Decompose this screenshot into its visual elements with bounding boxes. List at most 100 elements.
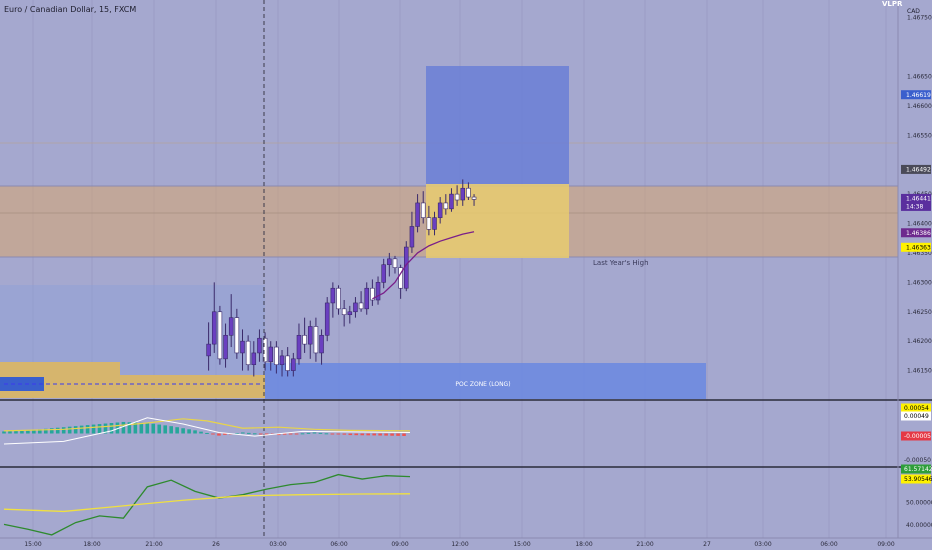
price-axis[interactable]: 1.467501.466501.466001.465501.464501.464… xyxy=(907,15,932,375)
macd-histogram-bar xyxy=(97,424,102,434)
time-tick-label: 12:00 xyxy=(451,541,468,548)
macd-histogram-bar xyxy=(211,433,215,435)
candle-body xyxy=(392,258,398,268)
candle-body xyxy=(268,346,274,363)
candle-body xyxy=(223,334,228,360)
candle-body xyxy=(279,355,285,366)
candle-body xyxy=(415,202,420,227)
macd-histogram-bar xyxy=(390,433,394,436)
macd-histogram-bar xyxy=(61,427,66,434)
price-badge xyxy=(901,90,931,100)
macd-histogram-bar xyxy=(252,433,257,435)
macd-histogram-bar xyxy=(2,431,6,434)
rsi-tick-label: 40.00000 xyxy=(906,522,932,529)
moving-average-line xyxy=(372,231,475,300)
macd-histogram-bar xyxy=(8,431,12,434)
candle-body xyxy=(375,282,381,301)
candle-body xyxy=(341,308,347,316)
macd-histogram-bar xyxy=(288,433,293,435)
time-tick-label: 15:00 xyxy=(513,541,530,548)
rsi-badge xyxy=(901,474,931,484)
rsi-badge-label: 61.57142 xyxy=(904,466,932,473)
macd-histogram-bar xyxy=(300,433,305,435)
macd-histogram-bar xyxy=(67,426,72,434)
macd-signal-line xyxy=(3,418,411,432)
macd-histogram-bar xyxy=(73,426,78,434)
macd-badge-label: 0.00049 xyxy=(904,413,929,420)
candle-body xyxy=(285,355,290,371)
candle-body xyxy=(330,287,336,304)
macd-histogram-bar xyxy=(79,425,84,434)
price-badge-label: 1.46441 xyxy=(906,196,931,203)
entry-box xyxy=(426,184,569,258)
candle-body xyxy=(302,334,307,345)
price-tick-label: 1.46400 xyxy=(907,221,932,228)
macd-histogram-bar xyxy=(115,422,120,434)
price-tick-label: 1.46200 xyxy=(907,338,932,345)
macd-histogram-bar xyxy=(348,433,353,436)
candle-body xyxy=(449,193,454,210)
candle-body xyxy=(234,317,240,354)
time-tick-label: 09:00 xyxy=(391,541,408,548)
macd-histogram-bar xyxy=(217,433,221,436)
rsi-tick-label: 50.00000 xyxy=(906,500,932,507)
macd-histogram-bar xyxy=(366,433,371,436)
macd-histogram-bar xyxy=(294,433,299,435)
time-axis[interactable]: 15:00 18:00 21:00 26 03:00 06:00 09:00 12:00 15:… xyxy=(24,541,894,548)
macd-histogram-bar xyxy=(223,433,227,435)
macd-badge xyxy=(901,411,931,421)
macd-badge xyxy=(901,403,931,413)
rsi-badge xyxy=(901,464,931,474)
candle-body xyxy=(296,334,302,360)
macd-histogram-bar xyxy=(306,432,311,434)
macd-histogram-bar xyxy=(43,428,48,434)
last-years-high-label: Last Year's High xyxy=(593,259,649,267)
macd-histogram-bar xyxy=(175,427,179,434)
time-tick-label: 18:00 xyxy=(575,541,592,548)
candle-body xyxy=(336,287,341,310)
macd-histogram-bar xyxy=(276,433,281,436)
macd-badge-label: -0.00005 xyxy=(904,433,931,440)
macd-histogram-bar xyxy=(205,432,209,434)
candle-body xyxy=(211,311,217,345)
macd-histogram-bar xyxy=(109,423,114,434)
macd-tick-label: -0.00050 xyxy=(904,457,931,464)
macd-histogram-bar xyxy=(133,422,138,434)
price-tick-label: 1.46300 xyxy=(907,279,932,286)
rsi-line xyxy=(3,473,411,536)
time-tick-label: 15:00 xyxy=(24,541,41,548)
price-tick-label: 1.46600 xyxy=(907,103,932,110)
candle-body xyxy=(206,343,211,357)
candle-body xyxy=(240,340,245,354)
time-tick-label: 03:00 xyxy=(269,541,286,548)
macd-histogram-bar xyxy=(199,431,203,434)
candle-body xyxy=(426,217,432,230)
macd-histogram-bar xyxy=(169,426,173,434)
macd-histogram-bar xyxy=(241,432,245,434)
candle-body xyxy=(398,267,403,289)
left-orange-zone-2 xyxy=(120,375,265,398)
rsi-axis[interactable]: 50.00000 40.00000 61.57142 53.90546 xyxy=(901,464,932,529)
time-tick-label: 03:00 xyxy=(754,541,771,548)
price-badge xyxy=(901,201,931,211)
time-tick-label: 26 xyxy=(212,541,220,548)
macd-histogram-bar xyxy=(360,433,365,436)
macd-badge-label: 0.00054 xyxy=(904,405,929,412)
macd-histogram-bar xyxy=(14,430,18,434)
macd-histogram-bar xyxy=(384,433,388,436)
poc-zone xyxy=(265,363,706,399)
candle-body xyxy=(370,287,375,301)
macd-histogram-bar xyxy=(187,429,191,434)
candle-body xyxy=(217,311,223,360)
macd-histogram-bar xyxy=(342,433,347,435)
poc-zone-label: POC ZONE (LONG) xyxy=(455,381,510,388)
macd-histogram-bar xyxy=(181,428,185,434)
price-badge-label: 1.46619 xyxy=(906,92,931,99)
macd-histogram-bar xyxy=(103,423,108,434)
macd-histogram-bar xyxy=(324,433,329,435)
price-badge xyxy=(901,193,931,203)
macd-histogram-bar xyxy=(20,430,24,434)
macd-histogram-bar xyxy=(193,430,197,434)
